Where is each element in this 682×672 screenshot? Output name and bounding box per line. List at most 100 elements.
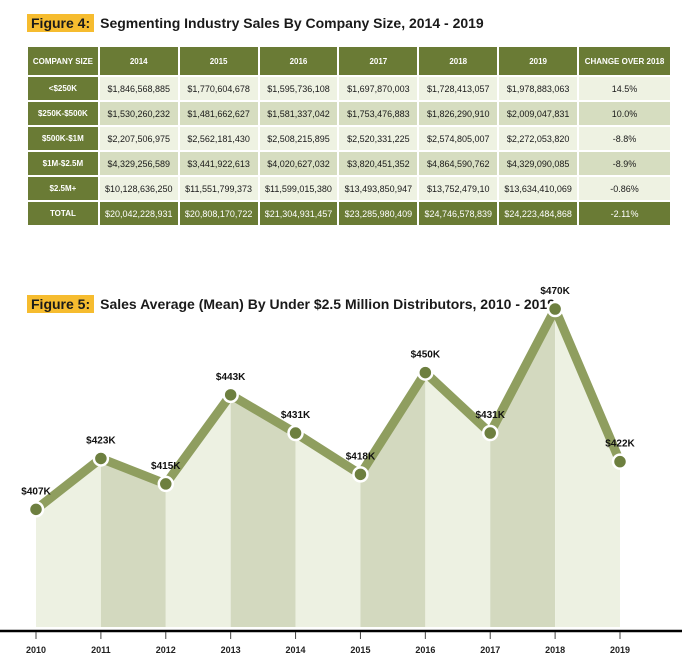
- column-header: CHANGE OVER 2018: [579, 47, 670, 75]
- table-cell: $13,752,479,10: [419, 177, 498, 200]
- x-tick-label: 2019: [610, 645, 630, 655]
- table-cell: 10.0%: [579, 102, 670, 125]
- area-segment: [425, 372, 491, 627]
- area-segment: [100, 458, 166, 627]
- table-cell: $13,634,410,069: [499, 177, 578, 200]
- table-cell: $3,820,451,352: [339, 152, 418, 175]
- figure5-title: Figure 5: Sales Average (Mean) By Under …: [27, 295, 555, 313]
- column-header: COMPANY SIZE: [28, 47, 98, 75]
- table-cell: $2,508,215,895: [259, 127, 338, 150]
- table-row: $500K-$1M $2,207,506,975 $2,562,181,430 $2,…: [28, 127, 670, 150]
- data-point: [222, 386, 239, 404]
- total-cell: $24,223,484,868: [499, 202, 578, 225]
- data-point: [352, 466, 369, 483]
- row-label: <$250K: [28, 77, 98, 100]
- table-cell: $4,864,590,762: [419, 152, 498, 175]
- data-label: $431K: [281, 410, 311, 421]
- table-cell: $2,562,181,430: [179, 127, 258, 150]
- data-point: [546, 300, 564, 318]
- x-tick-label: 2011: [91, 645, 111, 655]
- total-cell: $24,746,578,839: [419, 202, 498, 225]
- data-label: $470K: [540, 286, 570, 297]
- table-row: <$250K $1,846,568,885 $1,770,604,678 $1,595…: [28, 77, 670, 100]
- table-row: $2.5M+ $10,128,636,250 $11,551,799,373 $11,…: [28, 177, 670, 200]
- x-tick-label: 2017: [480, 645, 500, 655]
- data-label: $415K: [151, 461, 181, 472]
- row-label: TOTAL: [28, 202, 98, 225]
- table-cell: $11,551,799,373: [179, 177, 258, 200]
- table-cell: $10,128,636,250: [99, 177, 178, 200]
- figure4-title: Figure 4: Segmenting Industry Sales By C…: [27, 14, 484, 32]
- table-cell: $1,697,870,003: [339, 77, 418, 100]
- data-point: [92, 450, 110, 467]
- row-label: $500K-$1M: [28, 127, 98, 150]
- x-tick-label: 2014: [286, 645, 306, 655]
- figure5-tag: Figure 5:: [27, 295, 95, 313]
- data-label: $431K: [475, 410, 505, 421]
- table-row: $250K-$500K $1,530,260,232 $1,481,662,627 $…: [28, 102, 670, 125]
- table-cell: $2,272,053,820: [499, 127, 578, 150]
- data-label: $422K: [605, 439, 635, 450]
- table-cell: $1,595,736,108: [259, 77, 338, 100]
- data-point: [417, 364, 434, 381]
- table-cell: $1,846,568,885: [99, 77, 178, 100]
- table-cell: $1,481,662,627: [179, 102, 258, 125]
- data-label: $450K: [411, 350, 441, 361]
- x-tick-label: 2012: [156, 645, 176, 655]
- total-row: TOTAL $20,042,228,931 $20,808,170,722 $21,3…: [28, 202, 670, 225]
- x-tick-label: 2015: [350, 645, 370, 655]
- figure4-title-text: Segmenting Industry Sales By Company Siz…: [100, 15, 484, 31]
- total-cell: $20,042,228,931: [99, 202, 178, 225]
- column-header: 2018: [419, 47, 498, 75]
- table-cell: -8.8%: [579, 127, 670, 150]
- data-point: [611, 453, 629, 470]
- area-segment: [165, 394, 231, 627]
- table-cell: $2,009,047,831: [499, 102, 578, 125]
- table-cell: $1,728,413,057: [419, 77, 498, 100]
- table-cell: $1,770,604,678: [179, 77, 258, 100]
- table-row: $1M-$2.5M $4,329,256,589 $3,441,922,613 $4,…: [28, 152, 670, 175]
- area-segment: [360, 372, 426, 627]
- data-point: [287, 424, 304, 442]
- area-segment: [295, 433, 361, 627]
- data-label: $423K: [86, 435, 116, 446]
- area-segment: [230, 394, 296, 627]
- row-label: $250K-$500K: [28, 102, 98, 125]
- data-label: $407K: [21, 486, 51, 497]
- x-tick-label: 2016: [415, 645, 435, 655]
- table-cell: $1,826,290,910: [419, 102, 498, 125]
- total-cell: $23,285,980,409: [339, 202, 418, 225]
- table-cell: $13,493,850,947: [339, 177, 418, 200]
- table-cell: $4,020,627,032: [259, 152, 338, 175]
- table-cell: $1,753,476,883: [339, 102, 418, 125]
- table-cell: $2,520,331,225: [339, 127, 418, 150]
- table-cell: 14.5%: [579, 77, 670, 100]
- row-label: $1M-$2.5M: [28, 152, 98, 175]
- sales-by-company-size-table: COMPANY SIZE 2014 2015 2016 2017 2018 2019 CHAN…: [26, 45, 672, 227]
- data-label: $418K: [346, 451, 376, 462]
- table-cell: $4,329,090,085: [499, 152, 578, 175]
- table-cell: $1,530,260,232: [99, 102, 178, 125]
- column-header: 2015: [179, 47, 258, 75]
- figure4-tag: Figure 4:: [27, 14, 95, 32]
- table-cell: $2,207,506,975: [99, 127, 178, 150]
- column-header: 2014: [99, 47, 178, 75]
- table-header-row: COMPANY SIZE 2014 2015 2016 2017 2018 2019 CHAN…: [28, 47, 670, 75]
- column-header: 2016: [259, 47, 338, 75]
- table-cell: -8.9%: [579, 152, 670, 175]
- area-segment: [490, 309, 556, 627]
- table-cell: $2,574,805,007: [419, 127, 498, 150]
- table-cell: $1,581,337,042: [259, 102, 338, 125]
- table-cell: $11,599,015,380: [259, 177, 338, 200]
- data-point: [481, 424, 499, 442]
- x-tick-label: 2018: [545, 645, 565, 655]
- table-cell: $3,441,922,613: [179, 152, 258, 175]
- table-cell: $1,978,883,063: [499, 77, 578, 100]
- figure5-title-text: Sales Average (Mean) By Under $2.5 Milli…: [100, 296, 556, 312]
- total-cell: $21,304,931,457: [259, 202, 338, 225]
- series-line: [31, 304, 625, 514]
- column-header: 2019: [499, 47, 578, 75]
- data-label: $443K: [216, 372, 246, 383]
- row-label: $2.5M+: [28, 177, 98, 200]
